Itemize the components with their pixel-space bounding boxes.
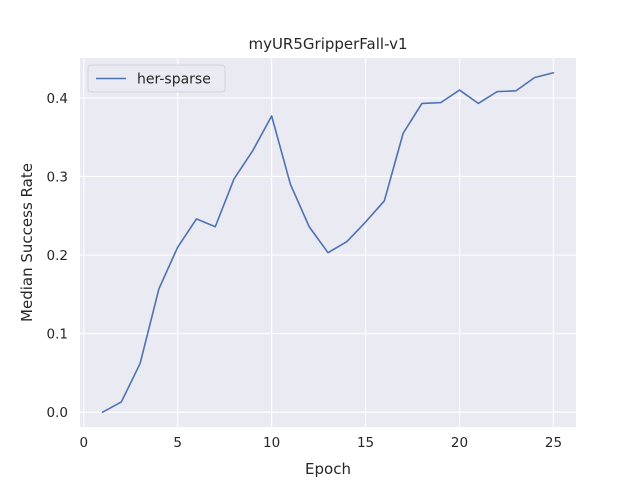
legend: her-sparse <box>87 64 226 93</box>
series-layer <box>101 71 555 413</box>
series-line-her-sparse <box>101 71 555 413</box>
grid-lines <box>80 58 576 427</box>
x-tick-label: 10 <box>263 435 280 451</box>
y-tick-label: 0.2 <box>47 248 68 264</box>
tick-labels: 0 5 10 15 20 25 0.0 0.1 0.2 0.3 0.4 <box>47 91 563 451</box>
legend-box <box>87 64 226 93</box>
x-tick-label: 15 <box>357 435 374 451</box>
x-tick-label: 5 <box>173 435 182 451</box>
x-tick-label: 25 <box>545 435 562 451</box>
x-tick-label: 0 <box>79 435 88 451</box>
y-tick-label: 0.1 <box>47 327 68 343</box>
y-axis-label: Median Success Rate <box>18 163 36 322</box>
y-tick-label: 0.0 <box>47 405 68 421</box>
y-tick-label: 0.4 <box>47 91 68 107</box>
legend-label-her-sparse: her-sparse <box>137 72 211 88</box>
x-axis-label: Epoch <box>305 460 351 478</box>
x-tick-label: 20 <box>451 435 468 451</box>
y-tick-label: 0.3 <box>47 169 68 185</box>
chart-title: myUR5GripperFall-v1 <box>248 35 407 53</box>
plot-background <box>80 58 576 427</box>
